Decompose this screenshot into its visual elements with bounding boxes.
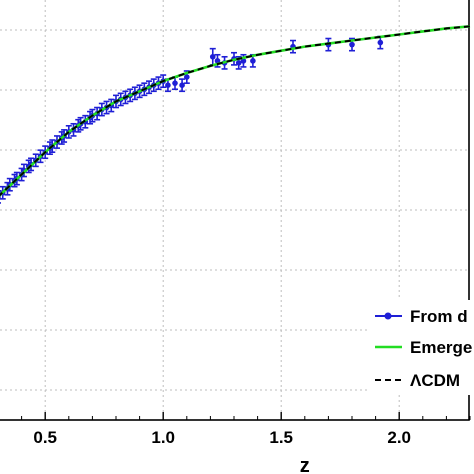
x-tick-label: 2.0 <box>387 428 411 447</box>
data-marker <box>165 82 171 88</box>
data-point <box>349 37 355 52</box>
data-point <box>290 39 296 54</box>
data-point <box>179 78 186 93</box>
legend-label-emergent: Emerge <box>410 338 472 357</box>
series-lcdm-line <box>0 25 471 197</box>
data-marker <box>184 74 190 80</box>
data-marker <box>214 58 221 64</box>
data-point <box>209 47 216 66</box>
x-tick-label: 0.5 <box>33 428 57 447</box>
data-point <box>172 76 178 91</box>
data-marker <box>209 53 216 60</box>
x-axis-label: z <box>300 455 310 474</box>
legend: From d Emerge ΛCDM <box>368 300 474 395</box>
x-axis: 0.5 1.0 1.5 2.0 <box>21 412 471 447</box>
x-tick-label: 1.5 <box>269 428 293 447</box>
legend-marker-from-data-point <box>384 312 392 320</box>
series-from-data <box>0 35 384 204</box>
data-marker <box>250 58 256 64</box>
data-marker <box>349 41 355 48</box>
data-marker <box>240 58 247 64</box>
legend-label-from-data: From d <box>410 307 468 326</box>
data-point <box>240 53 247 68</box>
data-marker <box>235 60 242 66</box>
series-layer <box>0 25 471 204</box>
data-marker <box>172 80 178 86</box>
x-tick-label: 1.0 <box>151 428 175 447</box>
data-marker <box>179 82 185 88</box>
legend-label-lcdm: ΛCDM <box>410 371 460 390</box>
data-marker <box>377 39 384 46</box>
